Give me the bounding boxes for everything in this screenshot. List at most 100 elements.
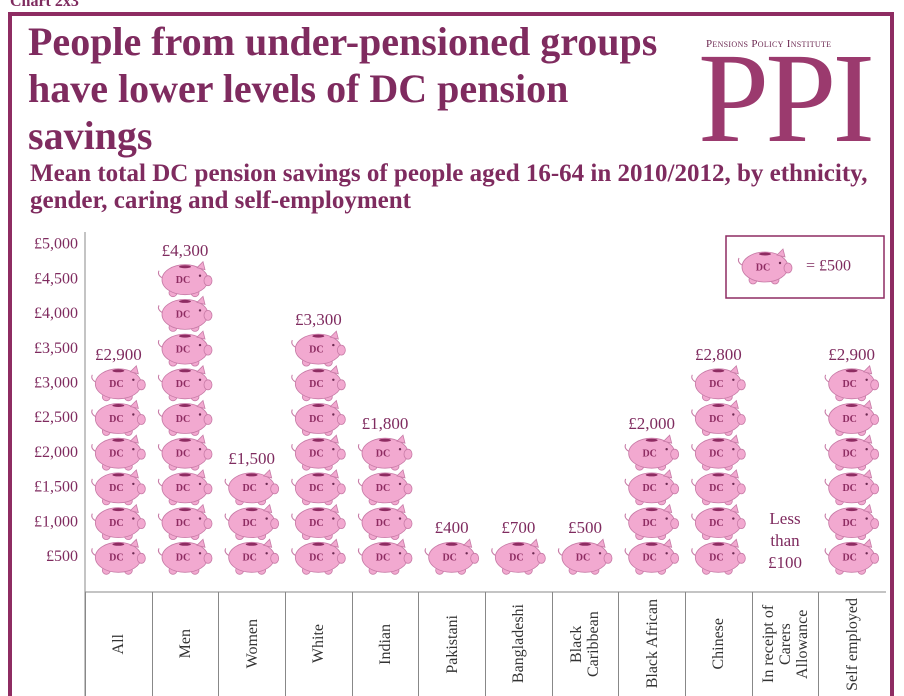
pig-tail	[291, 409, 296, 417]
icon-text: DC	[176, 310, 190, 321]
value-label: £2,900	[94, 344, 142, 364]
category-cell: Bangladeshi	[485, 592, 552, 696]
pig-snout	[670, 448, 680, 460]
pig-tail	[291, 478, 296, 487]
category-cell: White	[285, 592, 352, 696]
pig-slot	[179, 473, 191, 477]
pig-eye	[865, 552, 868, 555]
value-label: £700	[501, 518, 536, 538]
pig-tail	[291, 374, 296, 383]
icon-text: DC	[376, 448, 390, 459]
icon-text: DC	[309, 414, 323, 425]
pig-snout	[336, 483, 346, 495]
pig-eye	[665, 482, 668, 486]
pig-ear	[329, 330, 339, 340]
pig-eye	[132, 552, 135, 555]
pig-ear	[596, 538, 606, 548]
pig-ear	[262, 538, 273, 548]
value-label: £500	[568, 518, 602, 538]
pig-eye	[778, 261, 782, 265]
icon-text: DC	[242, 553, 256, 564]
pig-slot	[579, 542, 591, 546]
pig-eye	[865, 448, 868, 451]
value-label: £1,500	[228, 448, 276, 468]
pig-eye	[865, 378, 868, 381]
pig-slot	[179, 438, 191, 442]
pig-tail	[824, 548, 829, 556]
x-tick-label: Pakistani	[443, 614, 461, 674]
pig-ear	[196, 434, 206, 444]
pig-stack: DC	[557, 538, 613, 575]
pig-eye	[265, 552, 268, 555]
pig-ear	[862, 399, 873, 410]
pig-slot	[379, 438, 391, 442]
icon-text: DC	[309, 344, 323, 355]
pig-ear	[329, 365, 339, 375]
pig-snout	[136, 518, 146, 529]
pig-tail	[157, 548, 163, 556]
pig-eye	[332, 343, 335, 347]
icon-text: DC	[709, 448, 723, 459]
pig-snout	[203, 309, 213, 321]
pig-slot	[512, 542, 525, 546]
pig-eye	[198, 274, 202, 277]
pig-eye	[332, 378, 335, 381]
legend-label: = £500	[806, 258, 851, 275]
pig-eye	[198, 448, 202, 451]
pig-ear	[129, 469, 139, 479]
pig-snout	[336, 379, 346, 391]
pig-snout	[670, 483, 680, 495]
pig-tail	[691, 374, 696, 383]
pig-snout	[870, 552, 880, 564]
pig-snout	[736, 448, 746, 460]
pig-tail	[691, 548, 696, 556]
pig-eye	[265, 517, 268, 520]
icon-text: DC	[242, 483, 256, 494]
category-cell: All	[85, 592, 152, 696]
pig-snout	[336, 518, 346, 529]
value-label: £1,800	[361, 414, 409, 434]
pig-stack: DC DC DC DC DC DC DC	[291, 330, 346, 575]
pig-ear	[129, 399, 139, 410]
icon-text: DC	[176, 448, 190, 459]
pig-ear	[262, 503, 273, 514]
pig-snout	[136, 448, 146, 460]
pig-ear	[329, 469, 339, 479]
icon-text: DC	[842, 414, 856, 425]
icon-text: DC	[109, 518, 123, 529]
pig-slot	[112, 508, 125, 512]
value-label: £2,900	[828, 344, 876, 364]
icon-text: DC	[576, 553, 590, 564]
category-cell: In receipt of Carers Allowance	[751, 592, 819, 696]
pig-snout	[336, 414, 346, 425]
pig-snout	[336, 552, 346, 564]
pig-slot	[312, 542, 325, 546]
icon-text: DC	[376, 483, 390, 494]
pig-tail	[824, 443, 829, 452]
x-tick-label: All	[110, 633, 128, 655]
pig-ear	[862, 469, 873, 479]
category-cell: Indian	[351, 592, 419, 696]
pig-slot	[179, 508, 191, 512]
pig-snout	[136, 379, 146, 391]
pig-stack: DC DC DC	[224, 469, 280, 575]
pig-eye	[332, 448, 335, 451]
x-tick-label: Black Caribbean	[568, 611, 603, 677]
icon-text: DC	[176, 344, 190, 355]
pig-tail	[424, 548, 429, 556]
pig-eye	[398, 482, 402, 486]
icon-text: DC	[642, 518, 656, 529]
pig-snout	[203, 344, 213, 356]
pig-ear	[862, 538, 873, 548]
pig-tail	[824, 478, 829, 487]
y-tick-label: £3,500	[34, 340, 78, 357]
icon-text: DC	[442, 553, 456, 564]
pig-tail	[91, 409, 96, 417]
pig-eye	[198, 517, 202, 520]
x-tick-label: Women	[243, 619, 261, 669]
pig-tail	[157, 374, 163, 383]
pig-slot	[712, 508, 725, 512]
pig-stack: DC DC DC DC	[357, 434, 413, 575]
pig-tail	[624, 478, 629, 487]
